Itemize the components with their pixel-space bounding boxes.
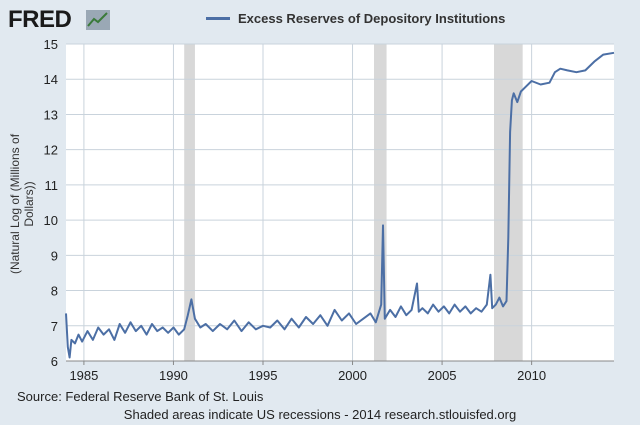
source-text: Source: Federal Reserve Bank of St. Loui…: [17, 389, 264, 404]
recession-band: [184, 44, 195, 361]
x-tick-label: 2010: [517, 368, 546, 383]
footnote-text: Shaded areas indicate US recessions - 20…: [123, 407, 517, 422]
x-tick-label: 2005: [428, 368, 457, 383]
legend-swatch: [206, 17, 230, 20]
y-tick-label: 7: [51, 319, 58, 334]
x-tick-label: 1985: [69, 368, 98, 383]
series-line: [65, 51, 615, 359]
y-tick-label: 6: [51, 354, 58, 369]
x-tick-label: 2000: [338, 368, 367, 383]
y-tick-label: 13: [44, 107, 58, 122]
y-tick-label: 15: [44, 37, 58, 52]
y-tick-label: 8: [51, 284, 58, 299]
plot-area: [66, 44, 614, 361]
legend-label: Excess Reserves of Depository Institutio…: [238, 11, 506, 26]
y-tick-label: 11: [45, 178, 59, 193]
chart-legend: Excess Reserves of Depository Institutio…: [206, 11, 505, 26]
x-tick-label: 1995: [249, 368, 278, 383]
y-tick-label: 14: [44, 72, 58, 87]
fred-logo: FRED: [8, 6, 72, 33]
chart-line-icon: [86, 10, 110, 30]
y-tick-label: 9: [51, 248, 58, 263]
y-tick-label: 12: [44, 143, 58, 158]
y-tick-label: 10: [44, 213, 58, 228]
x-tick-label: 1990: [159, 368, 188, 383]
